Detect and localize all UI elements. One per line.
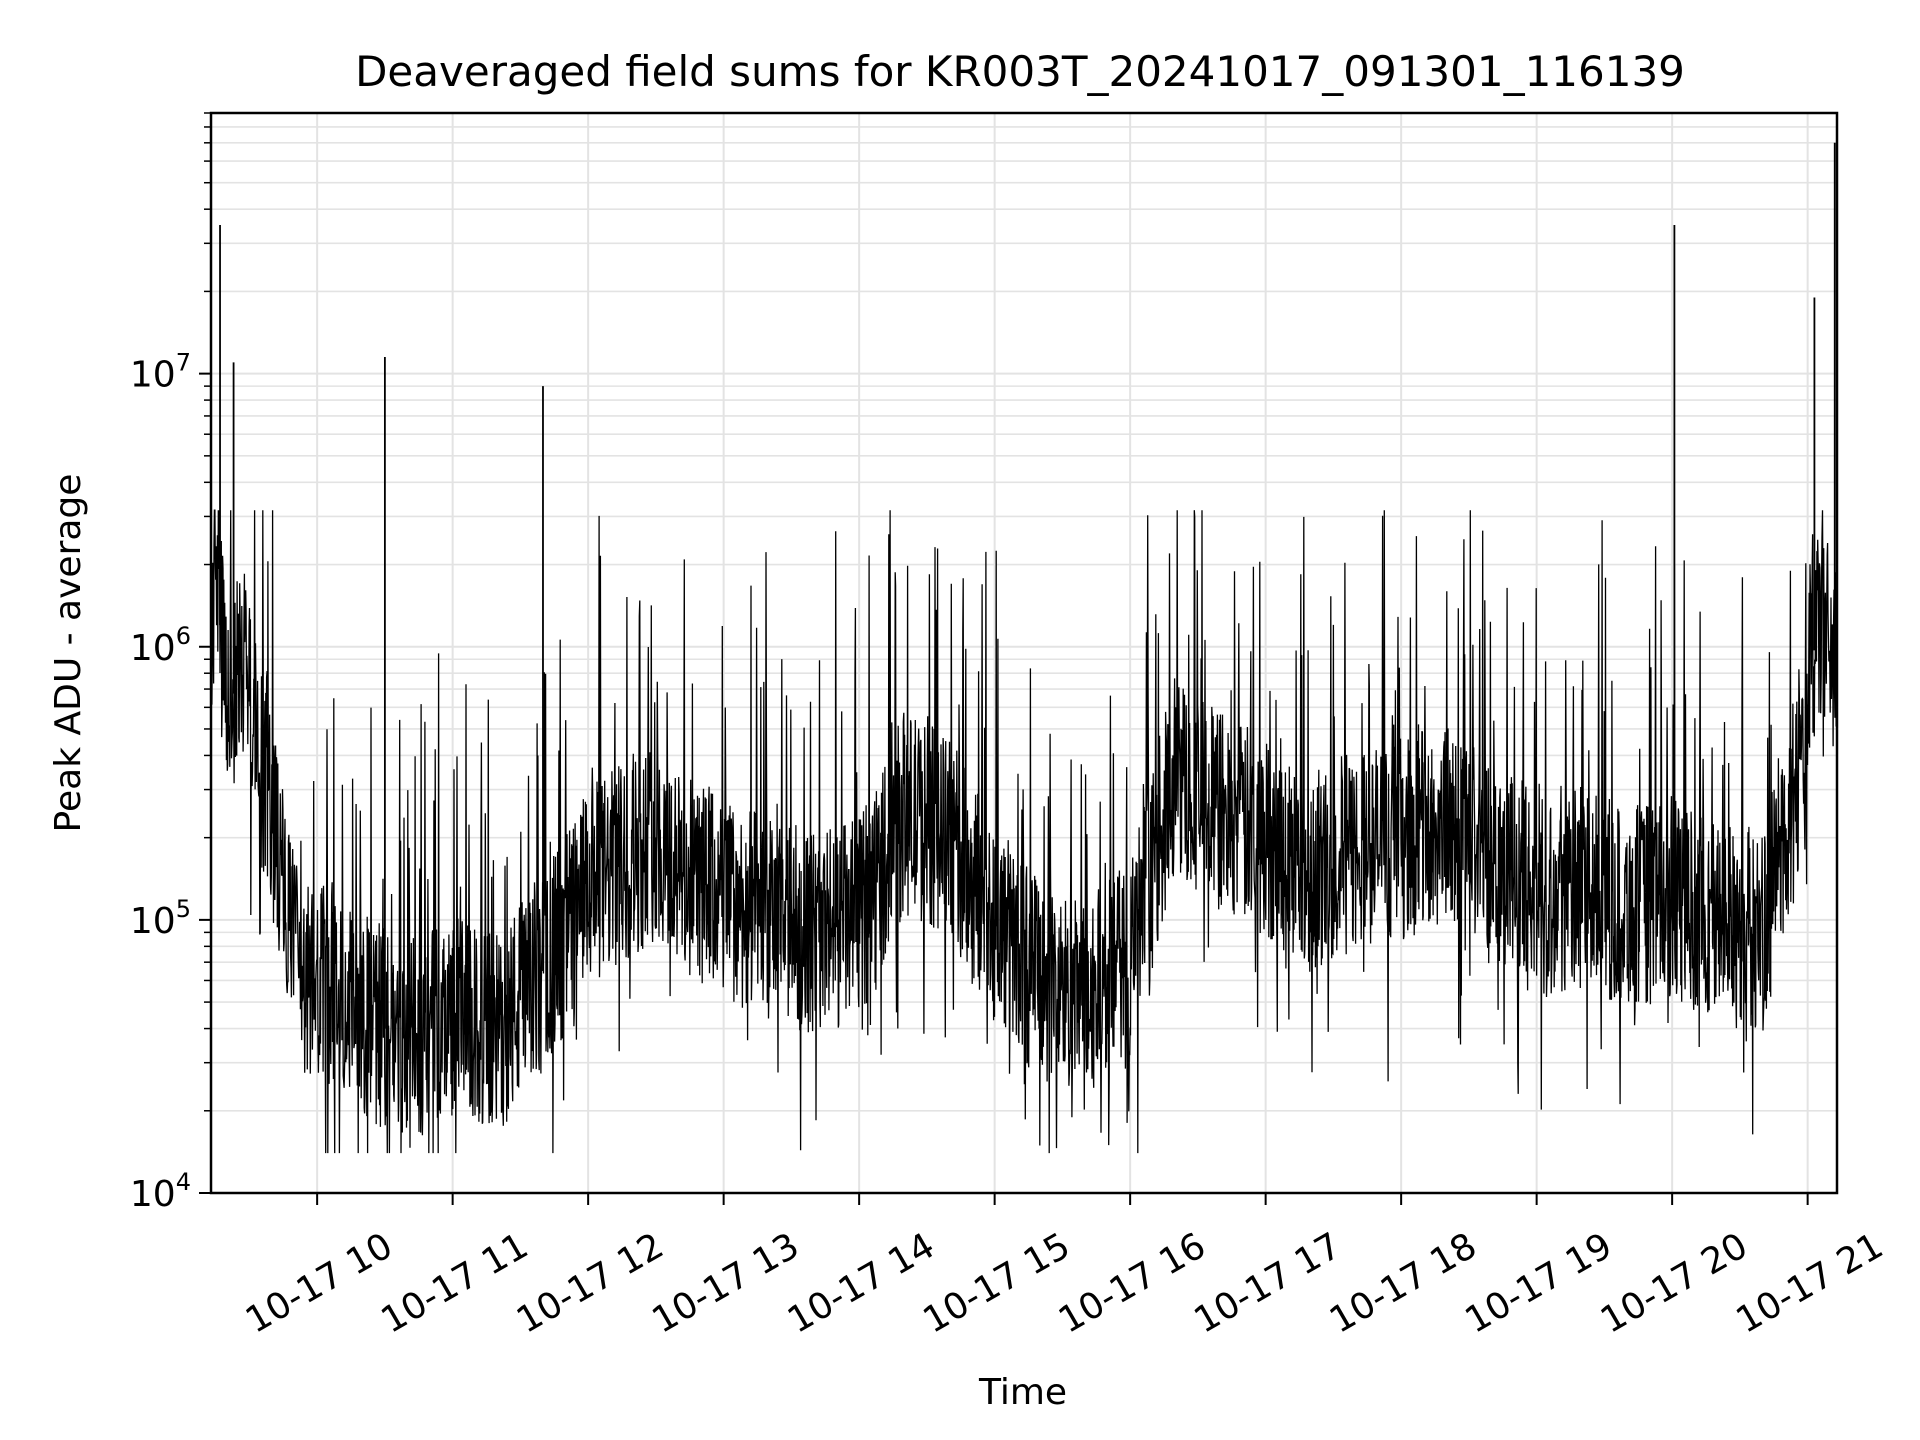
spikes (219, 142, 1836, 1029)
x-tick-label: 10-17 13 (645, 1225, 806, 1341)
x-tick-label: 10-17 10 (239, 1225, 400, 1341)
x-tick-label: 10-17 19 (1458, 1225, 1619, 1341)
y-axis-label: Peak ADU - average (48, 474, 89, 833)
x-tick-label: 10-17 11 (374, 1225, 535, 1341)
series-line (211, 509, 1837, 1154)
y-axis: 104 105 106 107 (130, 112, 211, 1215)
y-tick-label: 104 (130, 1168, 191, 1215)
x-tick-label: 10-17 21 (1729, 1225, 1890, 1341)
x-axis-label: Time (978, 1372, 1067, 1413)
x-tick-label: 10-17 17 (1187, 1225, 1348, 1341)
y-tick-label: 107 (130, 349, 191, 396)
x-tick-label: 10-17 15 (916, 1225, 1077, 1341)
x-tick-label: 10-17 18 (1323, 1225, 1484, 1341)
plot-frame (209, 111, 1839, 1195)
x-tick-label: 10-17 20 (1594, 1225, 1755, 1341)
chart-title: Deaveraged field sums for KR003T_2024101… (355, 47, 1685, 96)
x-tick-label: 10-17 12 (510, 1225, 671, 1341)
plot-area (211, 142, 1837, 1154)
x-tick-label: 10-17 16 (1052, 1225, 1213, 1341)
y-tick-label: 106 (130, 622, 191, 669)
x-tick-label: 10-17 14 (781, 1225, 942, 1341)
y-tick-label: 105 (130, 895, 191, 942)
